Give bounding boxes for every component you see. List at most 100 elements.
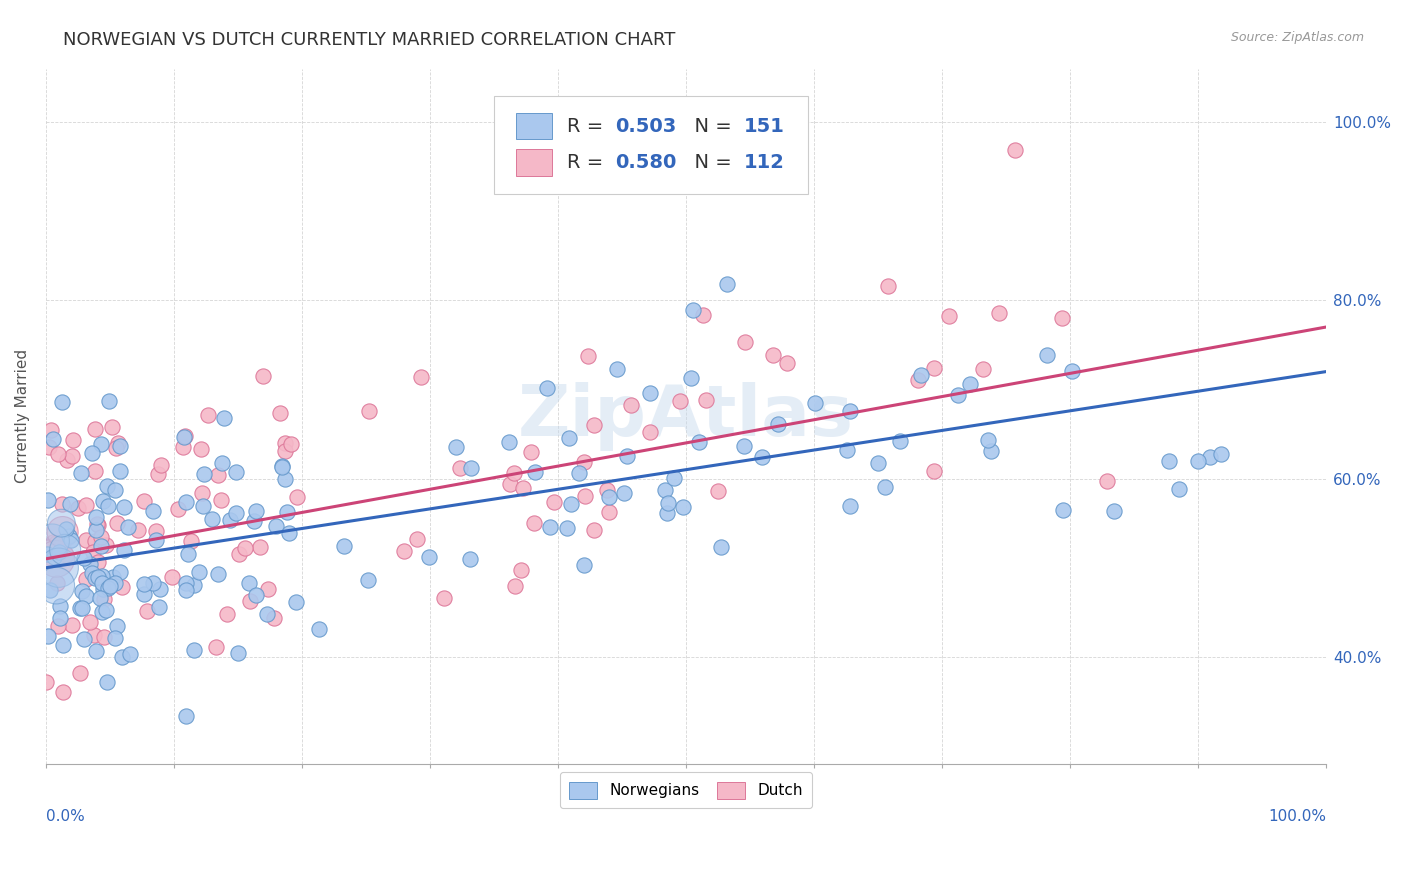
- Point: [87, 517, 110, 532]
- Point: [256, 607, 278, 621]
- Point: [70, 466, 93, 480]
- Point: [51, 395, 73, 409]
- Point: [49, 544, 72, 558]
- Point: [596, 483, 619, 497]
- Point: [1102, 504, 1125, 518]
- Point: [132, 494, 155, 508]
- Point: [69, 601, 91, 615]
- Point: [980, 444, 1002, 458]
- Point: [83, 567, 105, 582]
- Point: [1199, 450, 1222, 464]
- Point: [866, 456, 889, 470]
- Point: [174, 576, 197, 591]
- Point: [776, 356, 799, 370]
- Point: [239, 593, 262, 607]
- Point: [257, 582, 280, 597]
- Point: [716, 277, 738, 292]
- Point: [238, 576, 260, 591]
- Point: [142, 504, 165, 518]
- Point: [620, 398, 643, 412]
- Point: [73, 550, 96, 565]
- Point: [56, 452, 79, 467]
- Point: [84, 533, 107, 548]
- Point: [219, 513, 242, 527]
- Point: [460, 460, 482, 475]
- Point: [39, 550, 62, 565]
- Point: [51, 685, 73, 699]
- Point: [118, 647, 141, 661]
- Point: [172, 440, 194, 454]
- Point: [80, 446, 103, 460]
- Point: [59, 533, 82, 547]
- Point: [84, 570, 107, 584]
- Point: [112, 500, 135, 515]
- Point: [211, 456, 233, 470]
- Point: [174, 495, 197, 509]
- Point: [555, 521, 578, 535]
- Point: [97, 581, 120, 595]
- Point: [55, 522, 77, 536]
- Point: [536, 381, 558, 395]
- Point: [86, 510, 108, 524]
- Point: [498, 434, 520, 449]
- Point: [245, 504, 267, 518]
- Point: [167, 501, 190, 516]
- Point: [228, 547, 250, 561]
- Point: [62, 433, 84, 447]
- Point: [922, 360, 945, 375]
- Point: [41, 533, 63, 548]
- Point: [145, 524, 167, 539]
- Point: [695, 392, 717, 407]
- Point: [543, 495, 565, 509]
- Point: [889, 434, 911, 448]
- Point: [762, 347, 785, 361]
- Point: [49, 599, 72, 613]
- Point: [583, 524, 606, 538]
- Point: [707, 484, 730, 499]
- Point: [187, 565, 209, 579]
- Point: [734, 334, 756, 349]
- Point: [87, 555, 110, 569]
- Point: [174, 429, 197, 443]
- Legend: Norwegians, Dutch: Norwegians, Dutch: [560, 772, 811, 808]
- Point: [90, 576, 112, 591]
- Point: [1060, 364, 1083, 378]
- Point: [510, 562, 533, 576]
- Point: [39, 423, 62, 437]
- Point: [837, 442, 859, 457]
- Point: [332, 539, 354, 553]
- Point: [96, 603, 118, 617]
- Point: [90, 530, 112, 544]
- Point: [98, 579, 121, 593]
- Point: [93, 630, 115, 644]
- Point: [60, 449, 83, 463]
- Point: [572, 558, 595, 572]
- Point: [111, 581, 134, 595]
- Text: 0.0%: 0.0%: [46, 809, 84, 824]
- Point: [84, 524, 107, 538]
- Point: [190, 486, 212, 500]
- Point: [560, 497, 582, 511]
- Point: [274, 472, 297, 486]
- Point: [104, 441, 127, 455]
- Point: [875, 480, 897, 494]
- Point: [278, 525, 301, 540]
- Point: [263, 611, 285, 625]
- Point: [638, 386, 661, 401]
- Point: [66, 501, 89, 516]
- Point: [598, 505, 620, 519]
- Point: [1187, 454, 1209, 468]
- Point: [910, 368, 932, 383]
- Point: [1157, 454, 1180, 468]
- Point: [84, 464, 107, 478]
- Point: [39, 583, 62, 598]
- Point: [212, 410, 235, 425]
- Point: [69, 666, 91, 681]
- Point: [142, 576, 165, 591]
- Point: [112, 542, 135, 557]
- Point: [226, 646, 249, 660]
- Point: [204, 640, 226, 655]
- Point: [681, 371, 703, 385]
- Point: [692, 308, 714, 322]
- Point: [838, 499, 860, 513]
